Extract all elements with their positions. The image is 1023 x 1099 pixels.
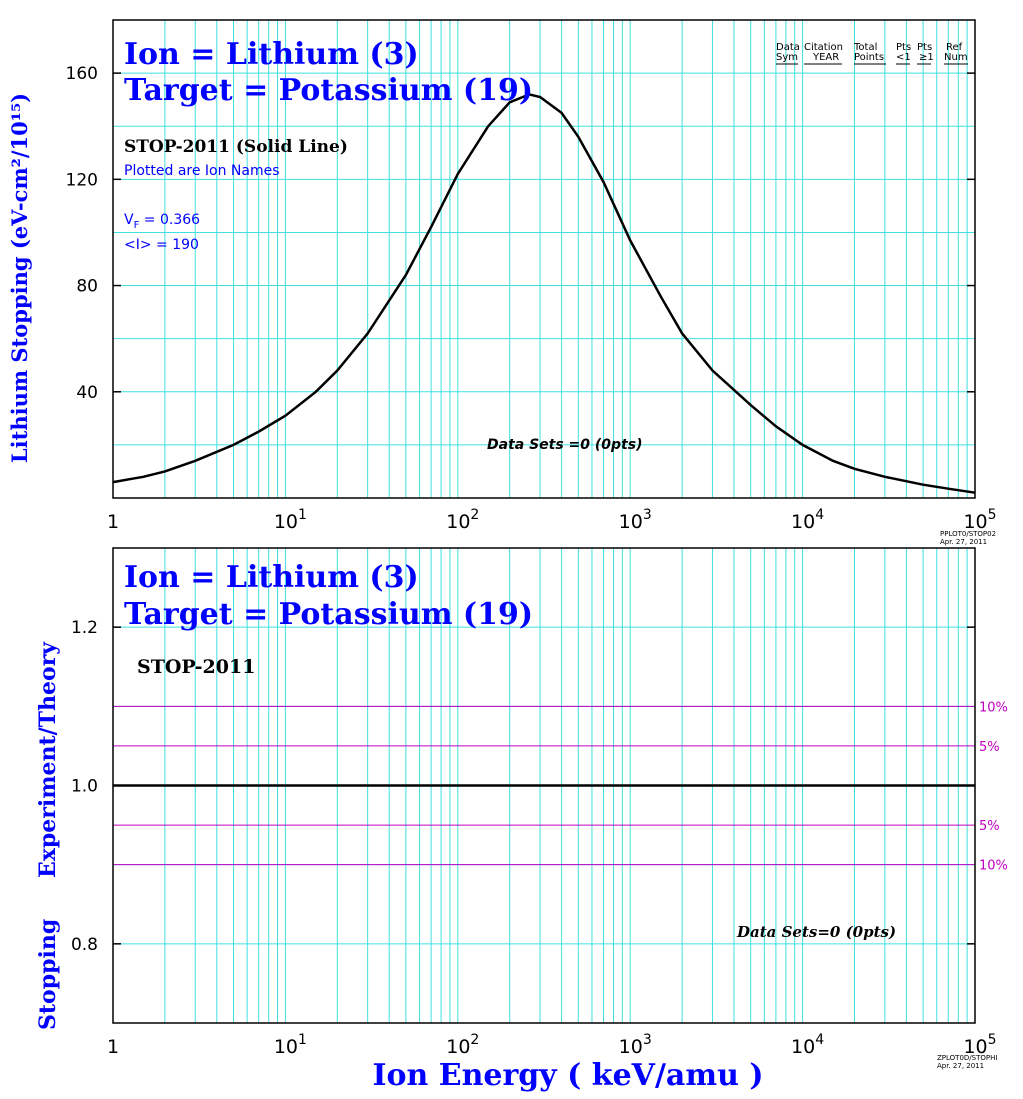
plotted-note: Plotted are Ion Names bbox=[124, 163, 280, 179]
y-tick-label: 80 bbox=[76, 277, 98, 297]
x-tick-label: 104 bbox=[791, 507, 824, 533]
x-tick-label: 1 bbox=[107, 1036, 119, 1058]
x-tick-label: 104 bbox=[791, 1032, 824, 1058]
x-tick-exponent: 3 bbox=[643, 1032, 652, 1048]
x-tick-base: 10 bbox=[963, 1036, 987, 1058]
legend-col3-line2: Points bbox=[854, 52, 884, 63]
legend-col2-line1: Citation bbox=[804, 42, 843, 53]
x-tick-label: 1 bbox=[107, 511, 119, 533]
legend-col6-line1: Ref bbox=[946, 42, 963, 53]
bottom-stamp-line-2: Apr. 27, 2011 bbox=[937, 1062, 984, 1070]
bottom-y-axis-label-stopping: Stopping bbox=[35, 919, 61, 1030]
vf-symbol: V bbox=[124, 212, 134, 228]
y-tick-label: 0.8 bbox=[71, 935, 98, 955]
x-tick-label: 102 bbox=[446, 1032, 479, 1058]
bottom-title-line-2: Target = Potassium (19) bbox=[124, 597, 533, 632]
vf-label: VF = 0.366 bbox=[124, 212, 200, 231]
legend-col5-line2: ≥1 bbox=[919, 52, 934, 63]
x-tick-exponent: 4 bbox=[815, 507, 824, 523]
x-tick-base: 10 bbox=[446, 511, 470, 533]
bottom-y-axis-label-ratio: Experiment/Theory bbox=[35, 641, 61, 878]
x-tick-exponent: 1 bbox=[298, 507, 307, 523]
top-title-line-2: Target = Potassium (19) bbox=[124, 73, 533, 108]
x-tick-label: 103 bbox=[619, 507, 652, 533]
y-tick-label: 160 bbox=[66, 64, 98, 84]
x-tick-base: 10 bbox=[446, 1036, 470, 1058]
percent-band-label: 5% bbox=[979, 740, 1000, 755]
x-tick-base: 10 bbox=[619, 511, 643, 533]
x-tick-label: 105 bbox=[963, 507, 996, 533]
top-y-tick-labels: 40 80 120 160 bbox=[66, 64, 975, 403]
top-stamp-line-1: PPLOT0/STOP02 bbox=[940, 530, 996, 538]
legend-col1-line1: Data bbox=[776, 42, 800, 53]
legend-col3-line1: Total bbox=[853, 42, 877, 53]
top-data-sets: Data Sets =0 (0pts) bbox=[487, 437, 643, 453]
x-tick-base: 10 bbox=[963, 511, 987, 533]
vf-value: = 0.366 bbox=[139, 212, 200, 228]
mean-i-label: <I> = 190 bbox=[124, 237, 199, 253]
y-tick-label: 120 bbox=[66, 170, 98, 190]
top-frame bbox=[112, 19, 976, 499]
legend-col5-line1: Pts bbox=[917, 42, 932, 53]
x-tick-exponent: 2 bbox=[470, 507, 479, 523]
legend-col6-line2: Num bbox=[944, 52, 968, 63]
x-axis-label: Ion Energy ( keV/amu ) bbox=[372, 1058, 763, 1093]
legend-col2-line2: YEAR bbox=[812, 52, 839, 63]
bottom-title-line-1: Ion = Lithium (3) bbox=[124, 560, 419, 595]
vf-subscript: F bbox=[134, 220, 140, 231]
legend-header: Data Sym Citation YEAR Total Points Pts … bbox=[776, 42, 968, 65]
bottom-stamp-line-1: ZPLOT0D/STOPHI bbox=[937, 1054, 997, 1062]
top-stamp-line-2: Apr. 27, 2011 bbox=[940, 538, 987, 546]
top-subtitle: STOP-2011 (Solid Line) bbox=[124, 137, 348, 157]
top-grid bbox=[113, 20, 975, 498]
bottom-panel: 10%5%5%10% 0.81.01.2 1 101 102 103 104 105 Io… bbox=[35, 547, 1008, 1093]
x-tick-base: 10 bbox=[791, 1036, 815, 1058]
bottom-x-tick-labels: 1 101 102 103 104 105 bbox=[107, 1032, 997, 1058]
x-tick-base: 1 bbox=[107, 511, 119, 533]
y-tick-label: 40 bbox=[76, 383, 98, 403]
x-tick-exponent: 5 bbox=[988, 507, 997, 523]
legend-col1-line2: Sym bbox=[776, 52, 798, 63]
y-tick-label: 1.0 bbox=[71, 777, 98, 797]
percent-band-label: 10% bbox=[979, 700, 1008, 715]
x-tick-label: 103 bbox=[619, 1032, 652, 1058]
x-tick-base: 10 bbox=[274, 1036, 298, 1058]
x-tick-base: 10 bbox=[274, 511, 298, 533]
stopping-curve bbox=[112, 93, 976, 494]
x-tick-label: 101 bbox=[274, 1032, 307, 1058]
percent-band-label: 10% bbox=[979, 859, 1008, 874]
x-tick-base: 10 bbox=[619, 1036, 643, 1058]
percent-bands: 10% 5% 5% 10% bbox=[113, 700, 1008, 874]
top-x-tick-labels: 1 101 102 103 104 105 bbox=[107, 507, 997, 533]
x-tick-label: 105 bbox=[963, 1032, 996, 1058]
legend-col4-line2: <1 bbox=[896, 52, 911, 63]
bottom-data-sets: Data Sets=0 (0pts) bbox=[736, 923, 896, 941]
y-tick-label: 1.2 bbox=[71, 618, 98, 638]
x-tick-base: 10 bbox=[791, 511, 815, 533]
x-tick-label: 102 bbox=[446, 507, 479, 533]
top-title-line-1: Ion = Lithium (3) bbox=[124, 37, 419, 72]
x-tick-exponent: 4 bbox=[815, 1032, 824, 1048]
bottom-subtitle: STOP-2011 bbox=[137, 656, 255, 678]
bottom-y-tick-labels: 0.8 1.0 1.2 bbox=[71, 618, 975, 955]
top-y-axis-label: Lithium Stopping (eV-cm²/10¹⁵) bbox=[7, 93, 32, 463]
percent-band-label: 5% bbox=[979, 819, 1000, 834]
x-tick-exponent: 3 bbox=[643, 507, 652, 523]
x-tick-exponent: 1 bbox=[298, 1032, 307, 1048]
x-tick-exponent: 2 bbox=[470, 1032, 479, 1048]
legend-col4-line1: Pts bbox=[896, 42, 911, 53]
x-tick-label: 101 bbox=[274, 507, 307, 533]
x-tick-base: 1 bbox=[107, 1036, 119, 1058]
x-tick-exponent: 5 bbox=[988, 1032, 997, 1048]
